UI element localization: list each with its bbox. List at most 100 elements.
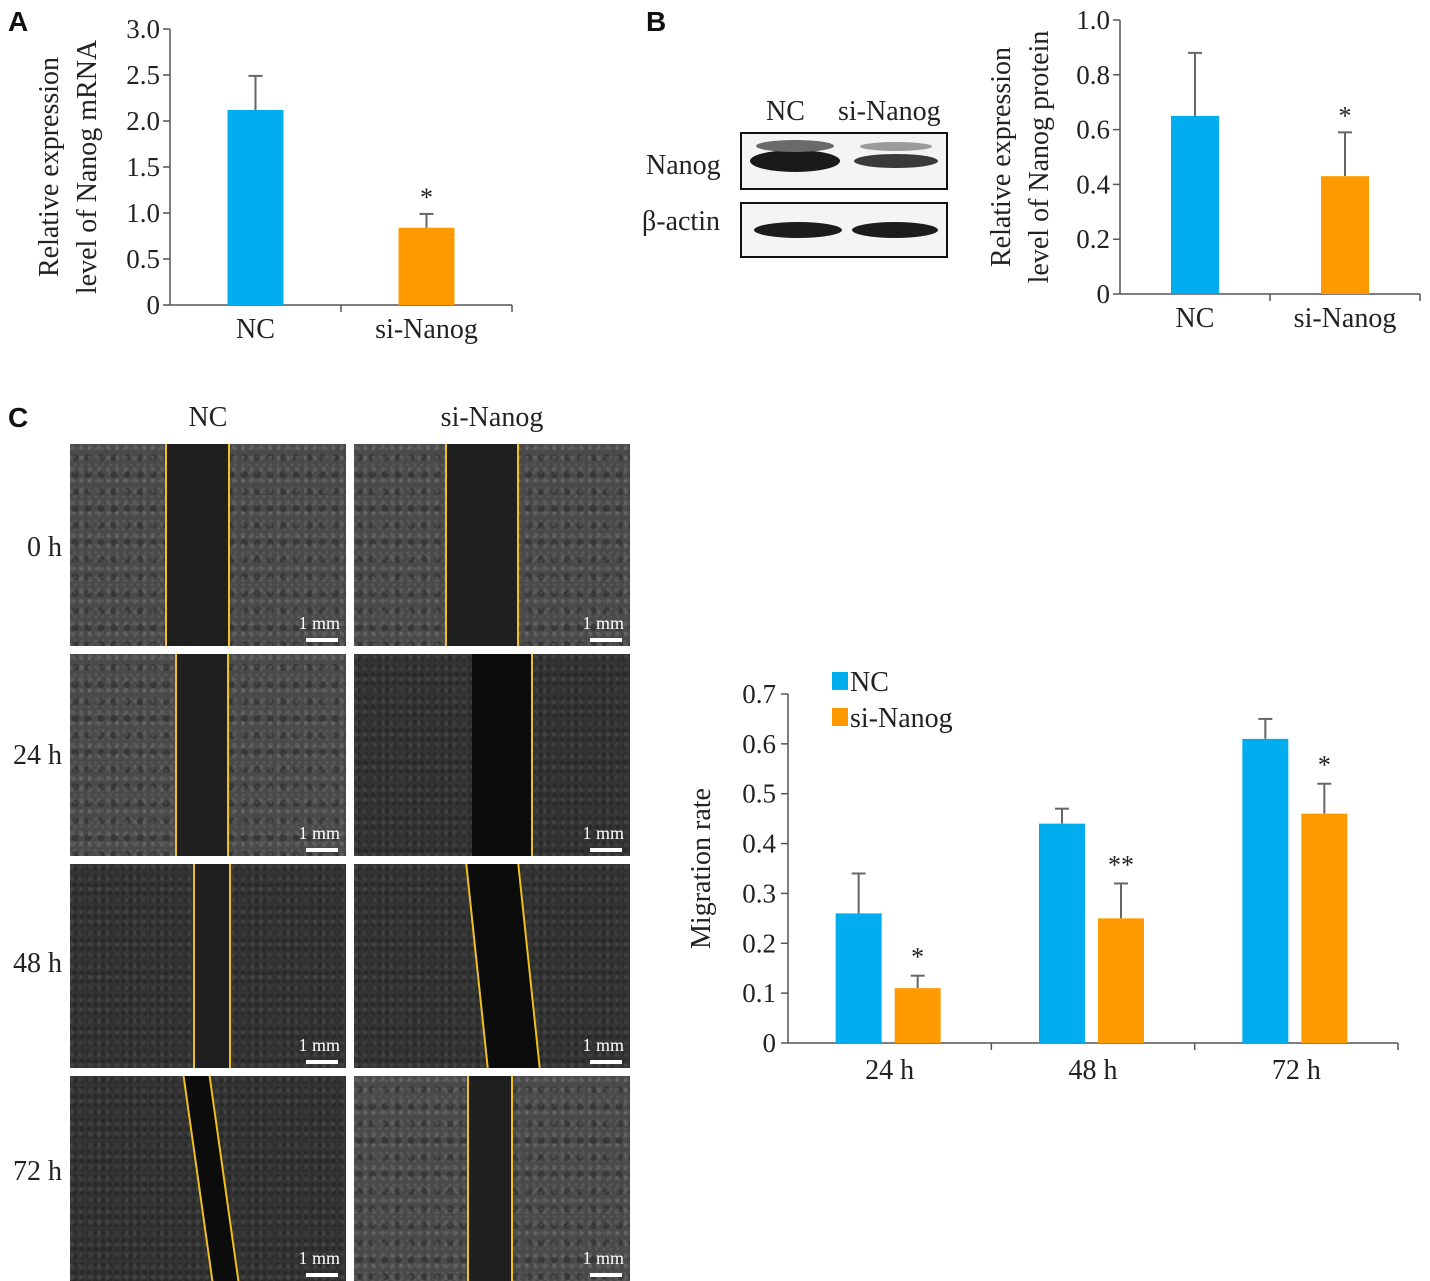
scale-label: 1 mm: [298, 1248, 340, 1268]
blot-row-nanog: Nanog: [646, 150, 721, 181]
blot-actin-membrane: [740, 202, 948, 258]
scale-bar: [590, 638, 622, 642]
bar-si-nanog-72h: [1301, 813, 1348, 1043]
nanog-band-si-upper: [860, 142, 932, 151]
scratch-image-si-48h: 1 mm: [354, 864, 630, 1068]
x-tick-label: NC: [236, 314, 275, 345]
y-tick-label: 3.0: [126, 14, 160, 44]
scale-bar: [306, 848, 338, 852]
y-tick-label: 0.2: [1076, 224, 1110, 254]
y-tick-label: 0.8: [1076, 60, 1110, 90]
bar-nc-72h: [1242, 738, 1289, 1043]
bar-nc: [227, 109, 284, 306]
panel-letter-b: B: [646, 6, 667, 37]
bar-nc-48h: [1039, 823, 1085, 1043]
legend-label: NC: [850, 667, 889, 698]
panel-letter-a: A: [8, 6, 29, 37]
significance-marker: *: [1339, 101, 1352, 130]
bar-si-nanog-48h: [1098, 918, 1144, 1043]
actin-band-si: [852, 222, 938, 238]
chart-a: 0 0.5 1.0 1.5 2.0 2.5 3.0 NC si-Nanog * Relative e…: [34, 14, 513, 345]
y-tick-label: 0.6: [742, 729, 776, 759]
y-tick-label: 1.5: [126, 152, 160, 182]
bar-si-nanog-24h: [894, 988, 941, 1043]
y-tick-label: 0: [763, 1028, 777, 1058]
blot-nanog-membrane: [740, 132, 948, 190]
significance-marker: *: [420, 183, 433, 212]
blot-lane-nc: NC: [766, 96, 805, 127]
y-tick-label: 2.0: [126, 106, 160, 136]
scale-label: 1 mm: [582, 613, 624, 633]
y-tick-label: 2.5: [126, 60, 160, 90]
scale-label: 1 mm: [582, 823, 624, 843]
chart-c: 0 0.1 0.2 0.3 0.4 0.5 0.6 0.7 24 h * 48 h ** 72 h * Mi…: [686, 667, 1399, 1086]
scale-bar: [306, 1060, 338, 1064]
scale-bar: [306, 1273, 338, 1277]
x-tick-label: si-Nanog: [1294, 303, 1397, 334]
y-axis-label: Relative expression: [986, 47, 1017, 267]
x-tick-label: 24 h: [865, 1055, 914, 1086]
x-tick-label: si-Nanog: [375, 314, 478, 345]
legend-swatch: [832, 672, 848, 690]
scratch-col-nc: NC: [188, 402, 228, 433]
scratch-image-nc-72h: 1 mm: [70, 1076, 346, 1281]
bar-si-nanog: [398, 227, 455, 305]
scale-bar: [306, 638, 338, 642]
panel-letter-c: C: [8, 402, 29, 433]
scratch-image-si-0h: 1 mm: [354, 444, 630, 646]
bar-nc: [1171, 115, 1219, 295]
scale-label: 1 mm: [298, 823, 340, 843]
scratch-row-48h: 48 h: [13, 948, 62, 979]
y-tick-label: 0.5: [742, 779, 776, 809]
y-axis-label: level of Nanog mRNA: [72, 39, 103, 294]
y-tick-label: 1.0: [126, 198, 160, 228]
scratch-row-0h: 0 h: [27, 532, 62, 563]
y-tick-label: 1.0: [1076, 5, 1110, 35]
bar-si-nanog: [1321, 176, 1369, 294]
significance-marker: *: [911, 943, 924, 972]
y-tick-label: 0.6: [1076, 115, 1110, 145]
scratch-col-si-nanog: si-Nanog: [440, 402, 544, 433]
y-tick-label: 0.4: [1076, 169, 1110, 199]
x-tick-label: 72 h: [1272, 1055, 1321, 1086]
scratch-image-nc-0h: 1 mm: [70, 444, 346, 646]
nanog-band-nc-upper: [756, 140, 834, 152]
legend-label: si-Nanog: [850, 703, 953, 734]
y-axis-label: Relative expression: [34, 57, 65, 277]
y-tick-label: 0.5: [126, 244, 160, 274]
scale-bar: [590, 1273, 622, 1277]
y-axis-label: Migration rate: [686, 788, 717, 949]
chart-b: 0 0.2 0.4 0.6 0.8 1.0 NC si-Nanog * Relative expr…: [986, 5, 1421, 334]
legend-swatch: [832, 708, 848, 726]
scale-label: 1 mm: [582, 1035, 624, 1055]
y-tick-label: 0.2: [742, 928, 776, 958]
blot-lane-si-nanog: si-Nanog: [838, 96, 941, 127]
scale-label: 1 mm: [298, 1035, 340, 1055]
blot-row-actin: β-actin: [642, 206, 720, 237]
y-tick-label: 0.7: [742, 679, 776, 709]
y-axis-label: level of Nanog protein: [1024, 31, 1055, 284]
scale-label: 1 mm: [582, 1248, 624, 1268]
scratch-row-24h: 24 h: [13, 740, 62, 771]
scratch-image-si-24h: 1 mm: [354, 654, 630, 856]
nanog-band-si: [854, 154, 938, 168]
scratch-image-nc-24h: 1 mm: [70, 654, 346, 856]
scratch-image-nc-48h: 1 mm: [70, 864, 346, 1068]
x-tick-label: NC: [1176, 303, 1215, 334]
actin-band-nc: [754, 222, 842, 238]
scale-label: 1 mm: [298, 613, 340, 633]
scratch-image-si-72h: 1 mm: [354, 1076, 630, 1281]
x-tick-label: 48 h: [1069, 1055, 1118, 1086]
nanog-band-nc: [750, 150, 840, 172]
significance-marker: **: [1108, 850, 1134, 879]
scale-bar: [590, 848, 622, 852]
scratch-row-72h: 72 h: [13, 1156, 62, 1187]
significance-marker: *: [1318, 751, 1331, 780]
y-tick-label: 0.1: [742, 978, 776, 1008]
scale-bar: [590, 1060, 622, 1064]
bar-nc-24h: [835, 913, 882, 1043]
y-tick-label: 0.4: [742, 829, 776, 859]
y-tick-label: 0.3: [742, 878, 776, 908]
y-tick-label: 0: [1097, 279, 1111, 309]
y-tick-label: 0: [147, 290, 161, 320]
